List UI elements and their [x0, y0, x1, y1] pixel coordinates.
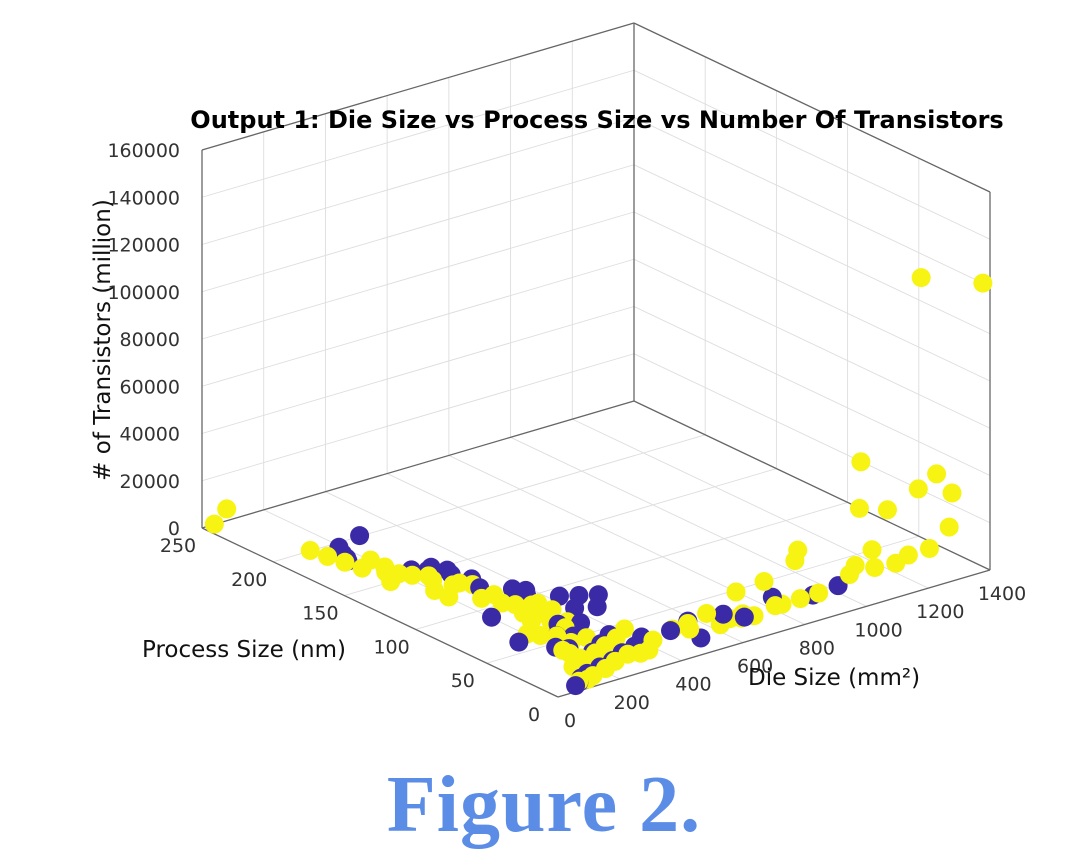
data-point — [566, 676, 586, 696]
gridline — [633, 69, 991, 240]
z-tick-label: 60000 — [120, 376, 180, 398]
data-point — [927, 464, 947, 484]
data-point — [661, 621, 681, 641]
scatter-3d-chart: 0501001502002500200400600800100012001400… — [90, 22, 1026, 732]
z-tick-label: 140000 — [107, 187, 180, 209]
gridline — [633, 306, 991, 476]
data-point — [631, 643, 651, 663]
data-point — [217, 499, 237, 519]
gridline — [633, 211, 991, 382]
data-point — [472, 588, 492, 608]
data-point — [911, 268, 931, 288]
x-tick-label: 0 — [528, 704, 540, 726]
x-tick-label: 150 — [302, 603, 338, 625]
gridline — [448, 455, 806, 625]
data-point — [845, 555, 865, 575]
axis-edge — [557, 569, 991, 698]
data-point — [862, 540, 882, 560]
data-point — [335, 552, 355, 572]
data-point — [300, 540, 320, 560]
data-point — [851, 452, 871, 472]
data-points — [204, 268, 993, 696]
data-point — [318, 546, 338, 566]
y-axis-label: Die Size (mm²) — [748, 665, 920, 691]
data-point — [973, 273, 993, 293]
gridline — [201, 306, 635, 434]
data-point — [734, 607, 754, 627]
data-point — [788, 540, 808, 560]
gridline — [633, 164, 991, 335]
y-tick-label: 600 — [737, 656, 773, 678]
data-point — [919, 538, 939, 558]
y-tick-label: 1200 — [916, 601, 964, 623]
y-tick-label: 400 — [675, 674, 711, 696]
y-tick-label: 800 — [799, 637, 835, 659]
axis-edge — [201, 22, 635, 151]
data-point — [381, 572, 401, 592]
z-tick-label: 0 — [168, 518, 180, 540]
z-tick-label: 80000 — [120, 329, 180, 351]
chart-title: Output 1: Die Size vs Process Size vs Nu… — [190, 106, 1003, 134]
gridline — [510, 436, 867, 607]
data-point — [352, 558, 372, 578]
x-tick-label: 200 — [231, 569, 267, 591]
data-point — [908, 479, 928, 499]
z-tick-label: 20000 — [120, 471, 180, 493]
axis-edge — [633, 22, 991, 193]
y-tick-label: 0 — [564, 710, 576, 732]
x-tick-label: 250 — [160, 535, 196, 557]
gridline — [633, 117, 991, 287]
data-point — [680, 619, 700, 639]
gridline — [201, 211, 635, 340]
z-tick-label: 40000 — [120, 424, 180, 446]
data-point — [713, 604, 733, 624]
z-tick-label: 160000 — [107, 140, 180, 162]
data-point — [425, 581, 445, 601]
data-point — [439, 587, 459, 607]
gridline — [201, 258, 635, 387]
figure-caption: Figure 2. — [386, 761, 702, 849]
data-point — [809, 583, 829, 603]
x-axis-label: Process Size (nm) — [142, 637, 346, 663]
data-point — [886, 553, 906, 573]
data-point — [790, 589, 810, 609]
gridline — [201, 164, 635, 293]
y-tick-label: 1000 — [854, 619, 902, 641]
data-point — [865, 557, 885, 577]
y-tick-label: 200 — [614, 692, 650, 714]
axis-edge — [201, 527, 559, 698]
x-tick-label: 100 — [373, 636, 409, 658]
data-point — [587, 597, 607, 617]
gridline — [415, 501, 848, 630]
gridline — [201, 117, 635, 245]
data-point — [509, 632, 529, 652]
axes-frame — [201, 22, 991, 698]
data-point — [754, 572, 774, 592]
data-point — [697, 604, 717, 624]
data-point — [204, 514, 224, 534]
gridline — [633, 353, 991, 524]
axis-edge — [201, 400, 635, 529]
y-tick-label: 1400 — [978, 583, 1026, 605]
z-tick-label: 120000 — [107, 235, 180, 257]
z-axis-label: # of Transistors (million) — [90, 199, 116, 481]
data-point — [482, 607, 502, 627]
data-point — [350, 526, 370, 546]
gridline — [201, 353, 635, 482]
gridline — [201, 69, 635, 198]
gridline — [633, 258, 991, 429]
data-point — [849, 498, 869, 518]
x-tick-label: 50 — [451, 670, 475, 692]
data-point — [939, 517, 959, 537]
data-point — [402, 565, 422, 585]
tick-labels: 0501001502002500200400600800100012001400… — [107, 140, 1026, 732]
data-point — [576, 628, 596, 648]
data-point — [530, 626, 550, 646]
data-point — [942, 483, 962, 503]
data-point — [765, 596, 785, 616]
z-tick-label: 100000 — [107, 282, 180, 304]
data-point — [877, 500, 897, 520]
data-point — [726, 582, 746, 602]
